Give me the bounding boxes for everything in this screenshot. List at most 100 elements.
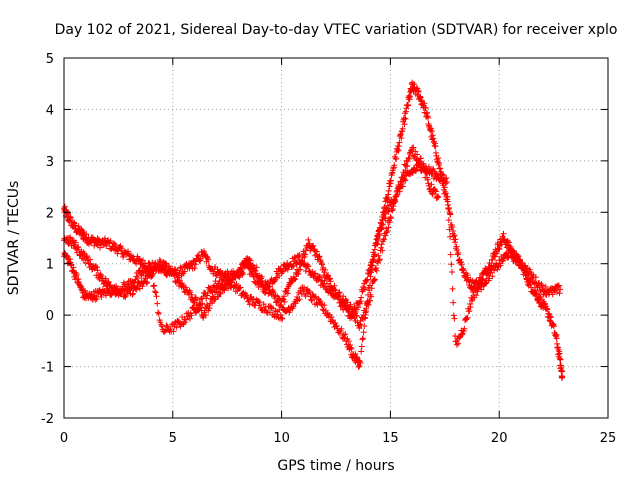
data-point (439, 171, 446, 178)
data-point (208, 300, 215, 307)
data-point (306, 268, 313, 275)
data-point (305, 236, 312, 243)
data-points (61, 79, 566, 381)
data-point (557, 356, 564, 363)
data-point (442, 190, 449, 197)
data-point (170, 328, 177, 335)
data-point (373, 236, 380, 243)
data-point (432, 143, 439, 150)
data-point (78, 226, 85, 233)
data-point (191, 265, 198, 272)
data-point (389, 206, 396, 213)
data-point (289, 263, 296, 270)
data-point (312, 270, 319, 277)
data-point (190, 298, 197, 305)
data-point (130, 290, 137, 297)
data-point (319, 306, 326, 313)
data-point (422, 105, 429, 112)
data-point (243, 292, 250, 299)
data-point (553, 335, 560, 342)
data-point (362, 311, 369, 318)
data-point (284, 266, 291, 273)
data-point (478, 286, 485, 293)
data-point (429, 190, 436, 197)
data-point (72, 239, 79, 246)
data-point (281, 298, 288, 305)
data-point (363, 277, 370, 284)
data-point (538, 281, 545, 288)
data-point (327, 283, 334, 290)
data-point (67, 214, 74, 221)
data-point (177, 265, 184, 272)
data-point (258, 273, 265, 280)
data-point (353, 313, 360, 320)
data-point (549, 291, 556, 298)
data-point (217, 290, 224, 297)
data-point (442, 180, 449, 187)
data-point (389, 207, 396, 214)
data-point (489, 273, 496, 280)
data-point (183, 316, 190, 323)
data-point (447, 233, 454, 240)
data-point (394, 191, 401, 198)
data-point (368, 266, 375, 273)
data-point (317, 257, 324, 264)
data-point (278, 315, 285, 322)
data-point (270, 289, 277, 296)
data-point (557, 286, 564, 293)
data-point (287, 280, 294, 287)
data-point (440, 172, 447, 179)
data-point (111, 240, 118, 247)
data-point (385, 208, 392, 215)
data-point (336, 289, 343, 296)
data-point (344, 299, 351, 306)
data-point (296, 266, 303, 273)
data-point (240, 265, 247, 272)
data-point (126, 287, 133, 294)
data-point (148, 274, 155, 281)
data-point (508, 248, 515, 255)
data-point (94, 267, 101, 274)
data-point (150, 283, 157, 290)
data-point (544, 306, 551, 313)
data-point (386, 183, 393, 190)
data-point (396, 183, 403, 190)
data-point (176, 277, 183, 284)
data-point (401, 170, 408, 177)
data-point (444, 193, 451, 200)
data-point (407, 147, 414, 154)
data-point (387, 214, 394, 221)
data-point (504, 237, 511, 244)
data-point (420, 160, 427, 167)
data-point (391, 162, 398, 169)
y-tick-label: 4 (46, 103, 54, 118)
data-point (381, 236, 388, 243)
data-point (343, 302, 350, 309)
data-point (401, 114, 408, 121)
data-point (428, 128, 435, 135)
data-point (256, 299, 263, 306)
data-point (245, 297, 252, 304)
data-point (75, 244, 82, 251)
data-point (182, 284, 189, 291)
data-point (279, 315, 286, 322)
data-point (284, 290, 291, 297)
data-point (554, 344, 561, 351)
y-tick-label: 0 (46, 309, 54, 324)
data-point (363, 308, 370, 315)
data-point (140, 279, 147, 286)
data-point (149, 270, 156, 277)
data-point (228, 282, 235, 289)
data-point (379, 221, 386, 228)
data-point (151, 282, 158, 289)
data-point (491, 267, 498, 274)
data-point (217, 289, 224, 296)
data-point (98, 294, 105, 301)
data-point (371, 276, 378, 283)
data-point (186, 315, 193, 322)
data-point (390, 203, 397, 210)
data-point (410, 144, 417, 151)
data-point (355, 363, 362, 370)
data-point (514, 252, 521, 259)
data-point (201, 309, 208, 316)
